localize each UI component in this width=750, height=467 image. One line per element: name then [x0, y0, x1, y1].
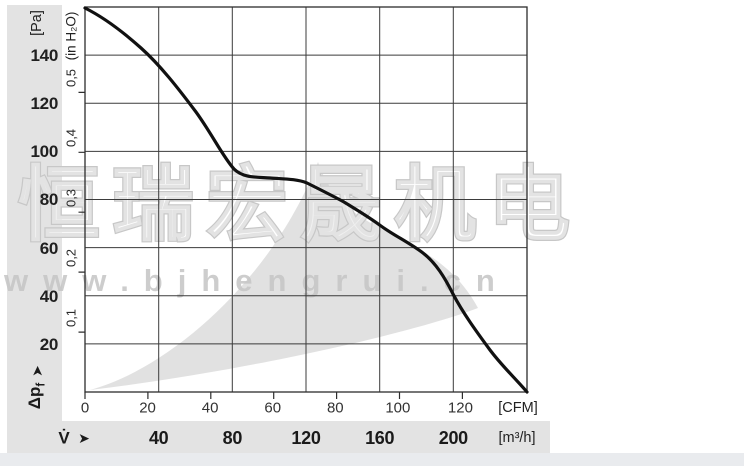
cfm-tick-label: 120 [447, 399, 473, 417]
pa-tick-label: 100 [30, 142, 59, 162]
m3h-tick-label: 200 [438, 428, 468, 448]
cfm-tick-label: 60 [264, 399, 282, 417]
inh2o-unit-label: (in H₂O) [63, 11, 79, 61]
m3h-unit-label: [m³/h] [498, 429, 536, 446]
pa-tick-label: 60 [39, 238, 59, 258]
inh2o-tick-label: 0,3 [63, 189, 79, 208]
x-axis-symbol: V̇ [58, 428, 70, 448]
cfm-tick-label: 80 [326, 399, 344, 417]
watermark-cn-text: 恒瑞宏晟机电 [18, 160, 582, 251]
m3h-tick-label: 160 [365, 428, 395, 448]
fan-curve [83, 6, 529, 394]
y-axis-symbol-subscript: f [35, 382, 48, 387]
y-axis-arrow-icon: ➤ [29, 365, 45, 377]
x-axis-arrow-icon: ➤ [78, 430, 90, 446]
inh2o-tick-marks [78, 91, 85, 333]
cfm-tick-label: 40 [201, 399, 219, 417]
pa-tick-label: 20 [39, 334, 59, 354]
horizontal-gridlines [85, 54, 527, 345]
operating-region [90, 162, 478, 390]
inh2o-tick-label: 0,5 [63, 69, 79, 88]
cfm-tick-marks [84, 392, 463, 399]
left-axis-gray-strip [7, 5, 62, 453]
pa-unit-label: [Pa] [28, 10, 45, 36]
y-axis-symbol-base: Δp [25, 386, 45, 410]
inh2o-tick-label: 0,1 [63, 309, 79, 328]
pa-tick-label: 80 [39, 190, 59, 210]
bottom-axis-gray-strip [7, 421, 550, 453]
pa-tick-label: 140 [30, 46, 59, 66]
bottom-pale-strip [0, 453, 744, 466]
pa-tick-label: 40 [39, 286, 59, 306]
m3h-tick-label: 120 [291, 428, 321, 448]
cfm-tick-label: 100 [385, 399, 411, 417]
inh2o-tick-label: 0,4 [63, 129, 79, 148]
cfm-tick-label: 20 [139, 399, 156, 417]
plot-frame [84, 6, 528, 393]
cfm-tick-label: 0 [80, 399, 90, 417]
m3h-tick-label: 40 [148, 428, 169, 448]
pa-tick-label: 120 [30, 94, 59, 114]
y-axis-symbol: Δpf [25, 382, 48, 410]
cfm-unit-label: [CFM] [498, 399, 538, 416]
inh2o-tick-label: 0,2 [63, 249, 79, 268]
m3h-tick-label: 80 [222, 428, 243, 448]
watermark-url-text: www.bjhengrui.cn [3, 263, 510, 298]
